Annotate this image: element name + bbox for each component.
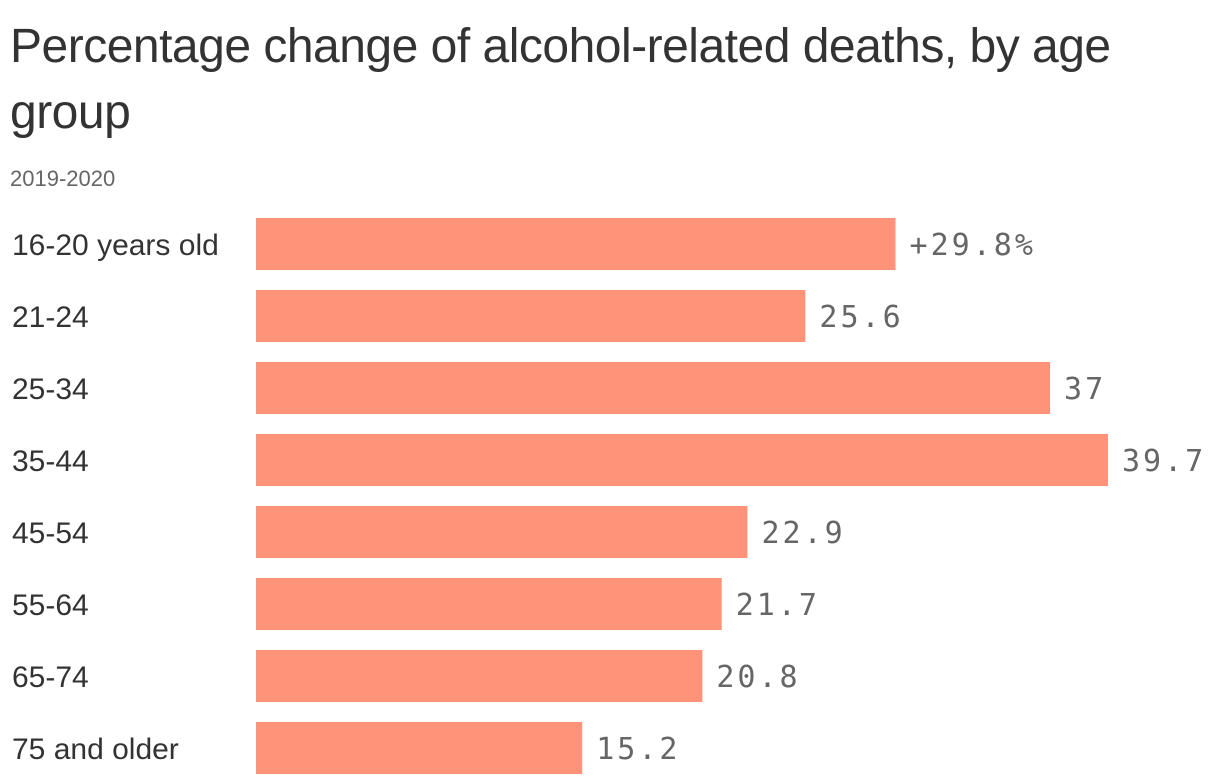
value-label: 22.9 (761, 516, 845, 551)
value-label: 39.7 (1122, 444, 1206, 479)
chart-subtitle: 2019-2020 (10, 166, 116, 191)
value-label: 21.7 (736, 588, 820, 623)
category-label: 65-74 (12, 661, 89, 694)
value-label: 25.6 (819, 300, 903, 335)
category-label: 55-64 (12, 589, 89, 622)
chart-title: Percentage change of alcohol-related dea… (10, 20, 1111, 139)
category-label: 35-44 (12, 445, 89, 478)
value-label: 15.2 (596, 732, 680, 767)
bar (256, 434, 1108, 486)
bar (256, 218, 896, 270)
category-label: 45-54 (12, 517, 89, 550)
value-label: 37 (1064, 372, 1106, 407)
bar (256, 362, 1051, 414)
category-label: 21-24 (12, 301, 89, 334)
value-label: +29.8% (910, 228, 1036, 263)
bar (256, 506, 748, 558)
bar (256, 290, 806, 342)
category-label: 75 and older (12, 733, 179, 766)
value-label: 20.8 (716, 660, 800, 695)
category-label: 16-20 years old (12, 229, 219, 262)
bar (256, 650, 703, 702)
category-label: 25-34 (12, 373, 89, 406)
bar (256, 722, 583, 774)
bar (256, 578, 722, 630)
